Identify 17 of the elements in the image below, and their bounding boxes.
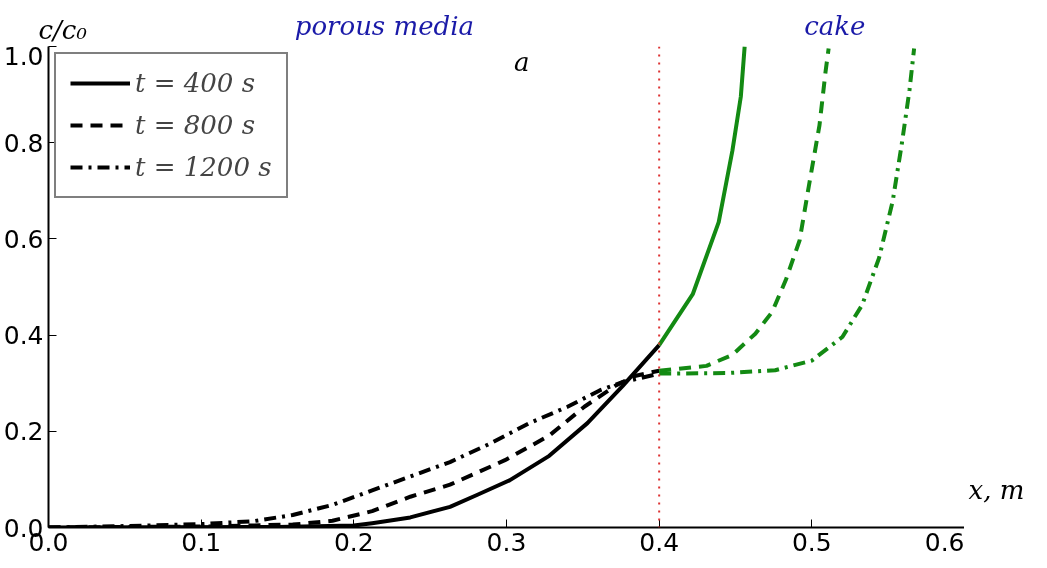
- legend-label: t = 800 s: [135, 110, 255, 140]
- y-tick-label: 0.4: [3, 321, 44, 351]
- y-tick-label: 0.6: [3, 224, 44, 254]
- x-tick-label: 0.4: [639, 527, 680, 557]
- legend-label: t = 400 s: [135, 68, 255, 98]
- x-tick-label: 0.5: [791, 527, 832, 557]
- x-tick-label: 0.6: [924, 527, 965, 557]
- y-tick-label: 0.8: [3, 128, 44, 158]
- x-tick-label: 0.3: [486, 527, 527, 557]
- text: porous media: [294, 10, 474, 41]
- legend-label: t = 1200 s: [135, 152, 272, 182]
- text: cake: [804, 10, 866, 41]
- x-tick-label: 0.2: [333, 527, 374, 557]
- y-tick-label: 0.2: [3, 417, 44, 447]
- x-axis-title: x, m: [968, 474, 1025, 505]
- annotation: a: [514, 46, 530, 77]
- x-tick-label: 0.1: [181, 527, 222, 557]
